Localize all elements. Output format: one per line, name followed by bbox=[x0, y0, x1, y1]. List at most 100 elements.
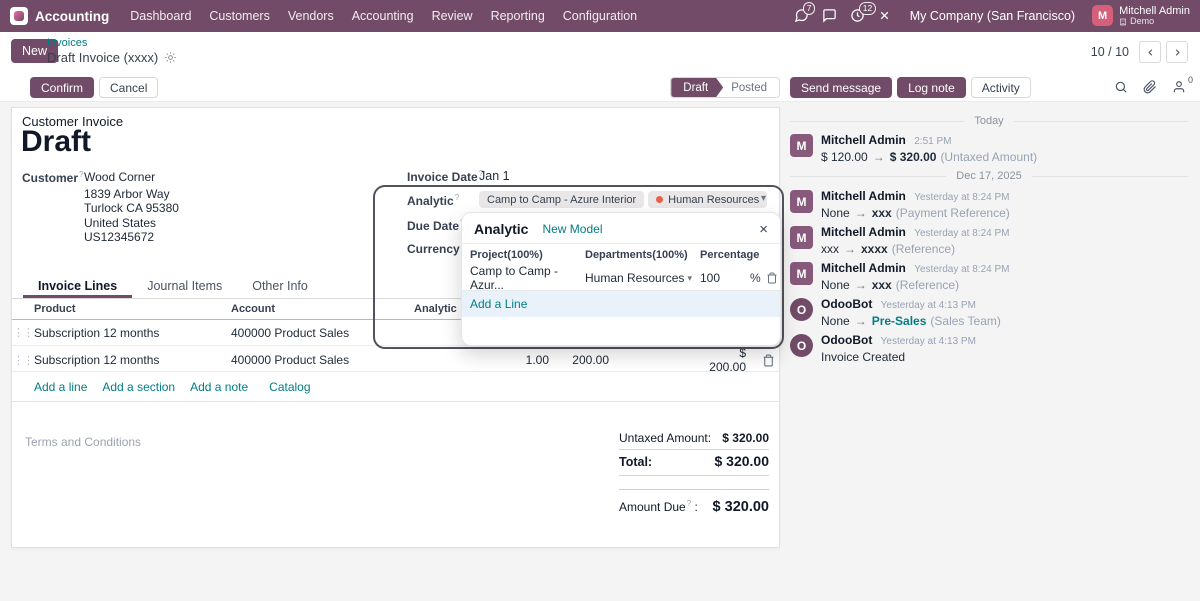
user-menu[interactable]: M Mitchell Admin Demo bbox=[1092, 5, 1190, 27]
add-a-note-link[interactable]: Add a note bbox=[190, 380, 249, 394]
popup-column-headers: Project(100%) Departments(100%) Percenta… bbox=[462, 244, 780, 264]
messages-icon[interactable]: 7 bbox=[794, 2, 816, 23]
popup-project-value[interactable]: Camp to Camp - Azur... bbox=[470, 264, 559, 292]
odoo-logo[interactable] bbox=[10, 7, 28, 25]
analytic-distribution-popup: Analytic New Model × Project(100%) Depar… bbox=[461, 212, 781, 346]
tracking-arrow-icon: → bbox=[854, 314, 867, 328]
avatar[interactable]: O bbox=[790, 334, 813, 357]
confirm-button[interactable]: Confirm bbox=[30, 77, 95, 98]
analytic-tag-department[interactable]: Human Resources bbox=[648, 191, 768, 208]
popup-title: Analytic bbox=[474, 221, 529, 237]
line-quantity[interactable]: 1.00 bbox=[525, 353, 549, 367]
analytic-field-label: Analytic? bbox=[407, 193, 460, 208]
nav-item-dashboard[interactable]: Dashboard bbox=[130, 9, 192, 23]
tab-journal-items[interactable]: Journal Items bbox=[147, 279, 223, 293]
send-message-button[interactable]: Send message bbox=[790, 77, 893, 98]
chatter-message: M Mitchell Admin Yesterday at 8:24 PM xx… bbox=[790, 226, 1188, 256]
log-note-button[interactable]: Log note bbox=[897, 77, 966, 98]
customer-field-value: Wood Corner 1839 Arbor Way Turlock CA 95… bbox=[84, 170, 179, 245]
tracking-field-name: (Untaxed Amount) bbox=[940, 150, 1038, 164]
chatter-message: M Mitchell Admin 2:51 PM $ 120.00 → $ 320.… bbox=[790, 134, 1188, 164]
line-product[interactable]: Subscription 12 months bbox=[34, 353, 160, 367]
currency-label: Currency? bbox=[407, 241, 465, 256]
avatar[interactable]: M bbox=[790, 262, 813, 285]
status-draft[interactable]: Draft bbox=[671, 78, 723, 97]
status-posted[interactable]: Posted bbox=[731, 81, 767, 94]
add-a-section-link[interactable]: Add a section bbox=[102, 380, 176, 394]
tag-color-dot bbox=[656, 196, 664, 203]
tracking-new-value: xxx bbox=[871, 278, 892, 292]
nav-item-reporting[interactable]: Reporting bbox=[490, 9, 545, 23]
percentage-unit: % bbox=[750, 271, 761, 285]
tab-invoice-lines[interactable]: Invoice Lines bbox=[23, 274, 133, 298]
popup-percentage-input[interactable]: 100 bbox=[700, 271, 721, 285]
new-model-link[interactable]: New Model bbox=[542, 222, 603, 236]
tracking-arrow-icon: → bbox=[872, 150, 885, 164]
activities-icon[interactable]: 12 bbox=[850, 2, 877, 23]
avatar[interactable]: M bbox=[790, 190, 813, 213]
popup-close-icon[interactable]: × bbox=[759, 220, 768, 238]
invoice-line-row: ⋮⋮ Subscription 12 months 400000 Product… bbox=[12, 346, 779, 374]
delete-line-icon[interactable] bbox=[758, 354, 779, 367]
nav-item-accounting[interactable]: Accounting bbox=[351, 9, 414, 23]
analytic-tag-project[interactable]: Camp to Camp - Azure Interior bbox=[479, 191, 645, 208]
odoo-logo-mark bbox=[14, 11, 24, 21]
building-icon bbox=[1120, 18, 1127, 26]
column-product: Product bbox=[34, 303, 76, 315]
message-time: Yesterday at 4:13 PM bbox=[880, 300, 976, 311]
pager-previous-button[interactable] bbox=[1139, 41, 1161, 63]
status-bar: Draft Posted bbox=[670, 77, 780, 98]
breadcrumb-parent-link[interactable]: Invoices bbox=[47, 37, 88, 49]
attachment-icon[interactable] bbox=[1143, 80, 1157, 94]
catalog-link[interactable]: Catalog bbox=[269, 380, 311, 394]
line-product[interactable]: Subscription 12 months bbox=[34, 325, 160, 340]
amount-due-row: Amount Due? : $ 320.00 bbox=[619, 489, 769, 515]
avatar[interactable]: O bbox=[790, 298, 813, 321]
gear-icon[interactable] bbox=[164, 51, 177, 64]
app-name[interactable]: Accounting bbox=[35, 8, 110, 24]
chat-icon[interactable] bbox=[822, 8, 837, 24]
line-account[interactable]: 400000 Product Sales bbox=[231, 353, 350, 367]
customer-name[interactable]: Wood Corner bbox=[84, 170, 156, 184]
totals-block: Untaxed Amount: $ 320.00 Total: $ 320.00 bbox=[619, 429, 769, 476]
cancel-button[interactable]: Cancel bbox=[99, 77, 159, 98]
popup-add-a-line-link[interactable]: Add a Line bbox=[470, 297, 528, 311]
customer-address-line: United States bbox=[84, 215, 157, 230]
analytic-dropdown-caret-icon[interactable]: ▾ bbox=[761, 193, 767, 204]
pager-next-button[interactable] bbox=[1166, 41, 1188, 63]
tracking-arrow-icon: → bbox=[854, 206, 867, 220]
new-button[interactable]: New bbox=[11, 39, 59, 63]
add-a-line-link[interactable]: Add a line bbox=[34, 380, 88, 394]
date-divider: Dec 17, 2025 bbox=[790, 170, 1188, 182]
nav-item-review[interactable]: Review bbox=[431, 9, 473, 23]
activity-button[interactable]: Activity bbox=[970, 77, 1031, 98]
chatter-panel: Today M Mitchell Admin 2:51 PM $ 120.00 →… bbox=[790, 115, 1188, 370]
delete-distribution-icon[interactable] bbox=[766, 272, 780, 284]
tracking-arrow-icon: → bbox=[854, 278, 867, 292]
avatar[interactable]: M bbox=[790, 226, 813, 249]
message-time: Yesterday at 8:24 PM bbox=[914, 192, 1010, 203]
drag-handle-icon[interactable]: ⋮⋮ bbox=[13, 327, 34, 339]
tab-other-info[interactable]: Other Info bbox=[252, 279, 308, 293]
avatar[interactable]: M bbox=[790, 134, 813, 157]
total-label: Total: bbox=[619, 455, 653, 469]
popup-department-value[interactable]: Human Resources ▾ bbox=[585, 271, 692, 285]
company-switcher[interactable]: My Company (San Francisco) bbox=[909, 8, 1076, 23]
invoice-date-value[interactable]: Jan 1 bbox=[479, 169, 510, 183]
message-author: Mitchell Admin bbox=[821, 225, 906, 239]
terms-placeholder[interactable]: Terms and Conditions bbox=[25, 435, 142, 449]
line-price[interactable]: 200.00 bbox=[572, 353, 609, 367]
tracking-new-value: xxx bbox=[871, 206, 892, 220]
nav-item-customers[interactable]: Customers bbox=[209, 9, 270, 23]
nav-item-vendors[interactable]: Vendors bbox=[287, 9, 334, 23]
search-icon[interactable] bbox=[1114, 80, 1128, 94]
drag-handle-icon[interactable]: ⋮⋮ bbox=[13, 354, 34, 367]
followers-icon[interactable]: 0 bbox=[1172, 75, 1193, 94]
date-divider-today: Today bbox=[790, 115, 1188, 127]
nav-item-configuration[interactable]: Configuration bbox=[562, 9, 638, 23]
close-icon[interactable] bbox=[878, 9, 891, 22]
tracking-new-value-link[interactable]: Pre-Sales bbox=[871, 314, 927, 328]
line-account[interactable]: 400000 Product Sales bbox=[231, 325, 350, 340]
message-author: Mitchell Admin bbox=[821, 189, 906, 203]
